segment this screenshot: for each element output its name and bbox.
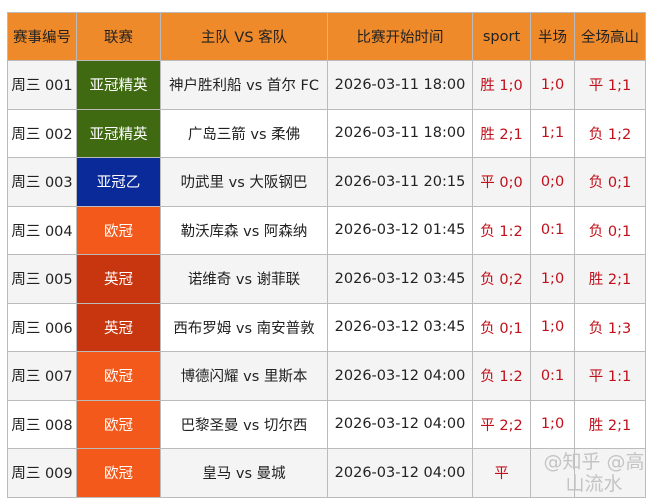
cell-time: 2026-03-12 04:00: [327, 448, 473, 498]
cell-league: 亚冠精英: [76, 60, 161, 110]
cell-half: 0:1: [530, 205, 575, 255]
cell-time: 2026-03-11 18:00: [327, 60, 473, 110]
cell-id: 周三 002: [7, 108, 77, 158]
cell-league: 英冠: [76, 254, 161, 304]
cell-full: 胜 2;1: [574, 254, 646, 304]
cell-match: 巴黎圣曼 vs 切尔西: [160, 399, 328, 449]
header-row: 赛事编号 联赛 主队 VS 客队 比赛开始时间 sport 半场 全场高山: [7, 12, 646, 61]
table-row: 周三 004 欧冠 勒沃库森 vs 阿森纳 2026-03-12 01:45 负 1:2…: [7, 205, 646, 255]
cell-time: 2026-03-12 01:45: [327, 205, 473, 255]
cell-match: 博德闪耀 vs 里斯本: [160, 351, 328, 401]
cell-sport: 负 1:2: [472, 205, 531, 255]
table-row: 周三 007 欧冠 博德闪耀 vs 里斯本 2026-03-12 04:00 负 1:2…: [7, 351, 646, 401]
cell-id: 周三 008: [7, 399, 77, 449]
table-row: 周三 001 亚冠精英 神户胜利船 vs 首尔 FC 2026-03-11 18:00…: [7, 60, 646, 110]
column-header: 赛事编号: [7, 12, 77, 61]
column-header: 主队 VS 客队: [160, 12, 328, 61]
cell-half: 0;0: [530, 157, 575, 207]
cell-match: 勒沃库森 vs 阿森纳: [160, 205, 328, 255]
table-row: 周三 008 欧冠 巴黎圣曼 vs 切尔西 2026-03-12 04:00 平 2;2…: [7, 399, 646, 449]
cell-sport: 胜 1;0: [472, 60, 531, 110]
cell-sport: 负 0;2: [472, 254, 531, 304]
cell-half: 1;1: [530, 108, 575, 158]
cell-id: 周三 009: [7, 448, 77, 498]
cell-league: 亚冠乙: [76, 157, 161, 207]
cell-full: 负 1;3: [574, 302, 646, 352]
cell-id: 周三 004: [7, 205, 77, 255]
cell-league: 欧冠: [76, 205, 161, 255]
table-row: 周三 006 英冠 西布罗姆 vs 南安普敦 2026-03-12 03:45 负 0;…: [7, 302, 646, 352]
column-header: sport: [472, 12, 531, 61]
cell-match: 诺维奇 vs 谢菲联: [160, 254, 328, 304]
cell-id: 周三 005: [7, 254, 77, 304]
cell-id: 周三 001: [7, 60, 77, 110]
cell-full: 平 1:1: [574, 351, 646, 401]
table-row: 周三 005 英冠 诺维奇 vs 谢菲联 2026-03-12 03:45 负 0;2 1…: [7, 254, 646, 304]
cell-full: 负 1;2: [574, 108, 646, 158]
cell-half: 1;0: [530, 399, 575, 449]
cell-sport: 平: [472, 448, 531, 498]
cell-sport: 负 1:2: [472, 351, 531, 401]
table-row: 周三 009 欧冠 皇马 vs 曼城 2026-03-12 04:00 平: [7, 448, 646, 498]
cell-full: 负 0;1: [574, 157, 646, 207]
cell-sport: 平 0;0: [472, 157, 531, 207]
cell-league: 英冠: [76, 302, 161, 352]
cell-match: 西布罗姆 vs 南安普敦: [160, 302, 328, 352]
cell-league: 欧冠: [76, 448, 161, 498]
cell-league: 欧冠: [76, 399, 161, 449]
column-header: 联赛: [76, 12, 161, 61]
cell-half: [530, 448, 575, 498]
cell-time: 2026-03-12 04:00: [327, 351, 473, 401]
cell-half: 1;0: [530, 302, 575, 352]
column-header: 比赛开始时间: [327, 12, 473, 61]
cell-league: 欧冠: [76, 351, 161, 401]
cell-match: 神户胜利船 vs 首尔 FC: [160, 60, 328, 110]
cell-sport: 平 2;2: [472, 399, 531, 449]
table-row: 周三 002 亚冠精英 广岛三箭 vs 柔佛 2026-03-11 18:00 胜 2;…: [7, 108, 646, 158]
cell-id: 周三 003: [7, 157, 77, 207]
column-header: 半场: [530, 12, 575, 61]
cell-id: 周三 007: [7, 351, 77, 401]
cell-full: 负 0;1: [574, 205, 646, 255]
cell-match: 广岛三箭 vs 柔佛: [160, 108, 328, 158]
cell-match: 皇马 vs 曼城: [160, 448, 328, 498]
cell-id: 周三 006: [7, 302, 77, 352]
cell-time: 2026-03-12 03:45: [327, 254, 473, 304]
cell-league: 亚冠精英: [76, 108, 161, 158]
match-table: 赛事编号 联赛 主队 VS 客队 比赛开始时间 sport 半场 全场高山 周三 001 亚冠…: [7, 12, 646, 498]
watermark: @知乎 @高山流水: [543, 451, 645, 495]
table-row: 周三 003 亚冠乙 叻武里 vs 大阪钢巴 2026-03-11 20:15 平 0;…: [7, 157, 646, 207]
cell-time: 2026-03-11 20:15: [327, 157, 473, 207]
cell-time: 2026-03-12 04:00: [327, 399, 473, 449]
cell-time: 2026-03-12 03:45: [327, 302, 473, 352]
cell-sport: 胜 2;1: [472, 108, 531, 158]
column-header: 全场高山: [574, 12, 646, 61]
cell-full: [574, 448, 646, 498]
cell-full: 胜 2;1: [574, 399, 646, 449]
cell-sport: 负 0;1: [472, 302, 531, 352]
cell-full: 平 1;1: [574, 60, 646, 110]
cell-half: 1;0: [530, 254, 575, 304]
cell-half: 1;0: [530, 60, 575, 110]
cell-match: 叻武里 vs 大阪钢巴: [160, 157, 328, 207]
cell-half: 0:1: [530, 351, 575, 401]
cell-time: 2026-03-11 18:00: [327, 108, 473, 158]
